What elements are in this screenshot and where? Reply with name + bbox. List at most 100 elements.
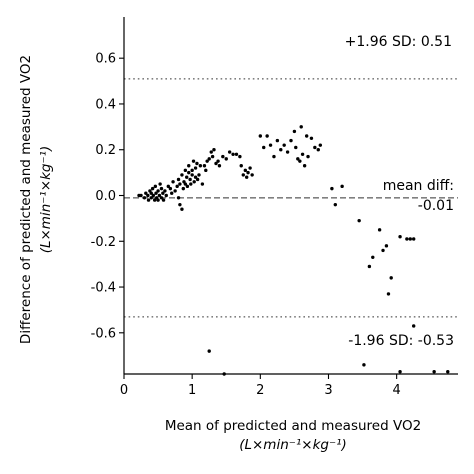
data-point <box>156 198 160 202</box>
data-point <box>170 191 174 195</box>
data-point <box>193 166 198 170</box>
data-point <box>302 164 307 168</box>
data-point <box>161 198 166 202</box>
data-point <box>333 202 338 207</box>
data-point <box>175 184 179 189</box>
y-tick-label: 0.6 <box>95 52 116 67</box>
data-point <box>316 148 320 152</box>
y-tick-label: 0.0 <box>95 189 116 204</box>
data-point <box>189 182 193 186</box>
data-point <box>224 157 228 161</box>
data-point <box>139 193 143 198</box>
data-point <box>296 157 300 161</box>
data-point <box>187 164 191 168</box>
data-point <box>157 193 162 198</box>
data-point <box>202 164 207 168</box>
data-point <box>200 182 205 186</box>
data-point <box>176 177 181 182</box>
data-point <box>367 264 372 269</box>
data-point <box>207 349 211 353</box>
data-point <box>268 143 273 147</box>
data-point <box>153 184 158 189</box>
data-point <box>389 276 393 280</box>
data-point <box>176 196 181 200</box>
data-point <box>185 184 190 189</box>
data-point <box>275 138 280 143</box>
data-point <box>377 228 382 232</box>
axes <box>123 17 458 375</box>
data-point <box>381 248 385 253</box>
data-point <box>156 189 160 193</box>
data-point <box>193 175 198 179</box>
data-point <box>405 237 409 241</box>
data-point <box>149 191 153 195</box>
data-point <box>146 193 150 198</box>
plot-area <box>124 77 458 318</box>
data-point <box>152 198 157 202</box>
data-point <box>166 184 171 189</box>
data-point <box>178 202 182 207</box>
data-point <box>398 234 402 239</box>
data-point <box>309 136 314 140</box>
data-point <box>217 164 222 168</box>
data-point <box>195 161 199 166</box>
data-point <box>183 182 188 186</box>
data-point <box>144 191 148 195</box>
x-axis-unit: (L×min⁻¹×kg⁻¹) <box>239 437 347 453</box>
data-point <box>207 157 211 161</box>
data-point <box>258 134 263 138</box>
data-point <box>231 152 235 157</box>
data-point <box>238 154 242 159</box>
data-point <box>178 182 182 186</box>
data-point <box>239 164 243 168</box>
data-point <box>212 148 216 152</box>
data-point <box>318 143 323 147</box>
data-point <box>285 150 290 154</box>
data-point <box>243 168 248 173</box>
lower-limit-label: -1.96 SD: -0.53 <box>348 333 454 349</box>
data-point <box>292 129 297 134</box>
y-axis-unit: (L×min⁻¹×kg⁻¹) <box>38 146 54 254</box>
data-point <box>159 196 164 200</box>
data-point <box>246 170 250 175</box>
y-tick-label: -0.2 <box>91 235 116 250</box>
data-point <box>180 173 184 177</box>
data-point <box>234 152 239 157</box>
ticks: 0 1 2 3 4 0.6 0.4 0.2 0.0 -0.2 -0.4 -0.6 <box>91 52 401 398</box>
data-point <box>151 193 156 198</box>
data-point <box>294 145 298 150</box>
data-point <box>171 180 175 184</box>
data-point <box>161 191 165 195</box>
data-point <box>250 173 254 177</box>
data-point <box>195 177 200 182</box>
data-point <box>227 150 232 154</box>
data-point <box>262 145 266 150</box>
data-point <box>446 370 450 374</box>
data-point <box>192 180 196 184</box>
data-point <box>191 159 196 163</box>
y-tick-label: -0.4 <box>91 281 116 296</box>
scatter-points <box>137 125 450 376</box>
data-point <box>214 161 218 166</box>
data-point <box>190 168 194 173</box>
data-point <box>282 143 286 147</box>
data-point <box>209 150 213 154</box>
data-point <box>398 370 402 374</box>
data-point <box>198 164 203 168</box>
x-tick-label: 4 <box>393 383 401 398</box>
y-tick-label: -0.6 <box>91 326 116 341</box>
data-point <box>304 134 309 138</box>
data-point <box>180 207 184 211</box>
data-point <box>164 193 168 198</box>
data-point <box>371 255 375 259</box>
data-point <box>187 170 191 175</box>
data-point <box>173 189 177 193</box>
data-point <box>411 237 416 241</box>
data-point <box>299 125 303 129</box>
data-point <box>300 152 305 157</box>
data-point <box>384 244 389 248</box>
y-tick-label: 0.2 <box>95 143 116 158</box>
y-tick-label: 0.4 <box>95 97 116 112</box>
data-point <box>158 182 162 186</box>
